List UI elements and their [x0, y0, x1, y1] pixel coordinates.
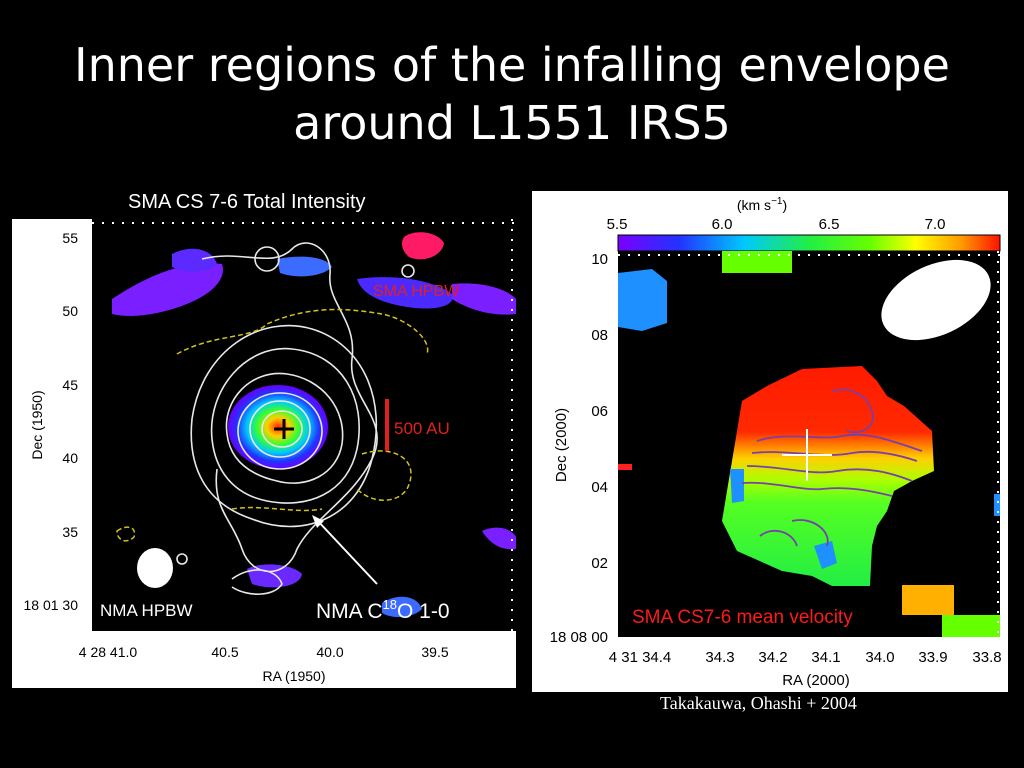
tracer-label: NMA C18O 1-0: [316, 597, 450, 623]
sma-hpbw-label: SMA HPBW: [373, 283, 460, 300]
left-dashed-contours: [116, 308, 429, 542]
title-line-2: around L1551 IRS5: [293, 96, 731, 150]
left-y-ticks: 55 50 45 40 35 18 01 30: [24, 230, 79, 613]
colorbar: [617, 234, 1001, 252]
colorbar-tick: 6.5: [819, 216, 840, 233]
y-tick: 45: [62, 377, 78, 393]
left-x-ticks: 4 28 41.0 40.5 40.0 39.5: [79, 644, 449, 660]
x-tick: 34.3: [705, 649, 734, 666]
y-tick: 35: [62, 524, 78, 540]
colorbar-tick: 7.0: [925, 216, 946, 233]
x-tick: 34.1: [811, 649, 840, 666]
slide-title: Inner regions of the infalling envelope …: [0, 36, 1024, 152]
x-tick: 40.0: [316, 644, 343, 660]
right-figure-canvas: (km s−1) 5.5 6.0 6.5 7.0: [550, 196, 1002, 689]
colorbar-tick: 6.0: [712, 216, 733, 233]
y-tick: 04: [591, 479, 608, 496]
source-cross: [782, 429, 832, 481]
y-tick: 40: [62, 450, 78, 466]
y-tick: 50: [62, 303, 78, 319]
right-y-ticks: 10 08 06 04 02 18 08 00: [550, 251, 608, 646]
colorbar-unit: (km s−1): [737, 196, 787, 213]
y-tick: 02: [591, 555, 608, 572]
annotation-arrow: [312, 515, 378, 585]
left-figure: 500 AU SMA HPBW NMA HPBW NMA C18O 1-0 55…: [12, 219, 516, 688]
nma-hpbw-label: NMA HPBW: [100, 601, 193, 620]
left-y-axis-label: Dec (1950): [29, 390, 45, 459]
scale-bar-label: 500 AU: [394, 419, 450, 438]
y-tick: 18 01 30: [24, 597, 79, 613]
x-tick: 34.2: [758, 649, 787, 666]
right-x-axis-label: RA (2000): [782, 672, 850, 689]
left-figure-canvas: 500 AU SMA HPBW NMA HPBW NMA C18O 1-0 55…: [24, 219, 516, 684]
title-line-1: Inner regions of the infalling envelope: [74, 38, 950, 92]
x-tick: 34.0: [865, 649, 894, 666]
right-figure: (km s−1) 5.5 6.0 6.5 7.0: [532, 191, 1008, 692]
y-tick: 10: [591, 251, 608, 268]
y-tick: 18 08 00: [550, 629, 608, 646]
left-intensity-contours: [176, 242, 415, 595]
left-frame-ticks: [92, 219, 516, 631]
right-y-axis-label: Dec (2000): [553, 408, 570, 482]
x-tick: 40.5: [211, 644, 238, 660]
right-x-ticks: 4 31 34.4 34.3 34.2 34.1 34.0 33.9 33.8: [609, 649, 1002, 666]
colorbar-ticks: 5.5 6.0 6.5 7.0: [607, 216, 946, 233]
x-tick: 33.9: [918, 649, 947, 666]
sma-beam-ellipse: [881, 259, 991, 341]
citation-credit: Takakauwa, Ohashi + 2004: [660, 693, 857, 713]
nma-beam-ellipse: [137, 548, 173, 588]
left-panel-caption: SMA CS 7-6 Total Intensity: [128, 191, 366, 213]
x-tick: 39.5: [421, 644, 448, 660]
y-tick: 55: [62, 230, 78, 246]
map-label: SMA CS7-6 mean velocity: [632, 607, 853, 628]
right-frame-ticks: [618, 251, 1000, 637]
right-contours: [741, 388, 923, 547]
x-tick: 4 31 34.4: [609, 649, 672, 666]
y-tick: 08: [591, 327, 608, 344]
source-position-marker: [274, 419, 294, 439]
x-tick: 4 28 41.0: [79, 644, 138, 660]
left-x-axis-label: RA (1950): [262, 668, 325, 684]
colorbar-tick: 5.5: [607, 216, 628, 233]
x-tick: 33.8: [972, 649, 1001, 666]
y-tick: 06: [591, 403, 608, 420]
